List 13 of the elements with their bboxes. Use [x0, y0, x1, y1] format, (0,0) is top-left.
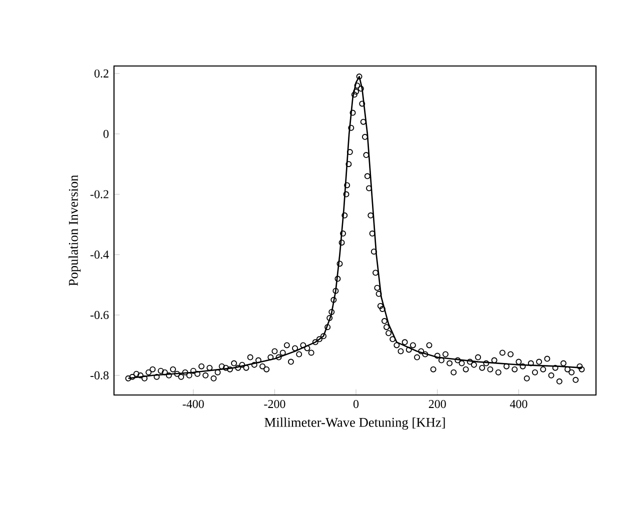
x-tick-label: -400 — [182, 400, 204, 408]
y-tick-label: 0.2 — [94, 69, 108, 78]
x-tick-label: 400 — [510, 400, 528, 408]
x-axis-title: Millimeter-Wave Detuning [KHz] — [264, 417, 445, 430]
x-tick-label: 200 — [428, 400, 446, 408]
y-tick-label: -0.4 — [90, 250, 109, 259]
x-tick-label: 0 — [353, 400, 359, 408]
x-tick-label: -200 — [264, 400, 286, 408]
y-tick-label: -0.8 — [90, 371, 109, 380]
y-tick-label: -0.2 — [90, 190, 108, 198]
y-axis-title: Population Inversion — [68, 174, 81, 286]
y-tick-label: -0.6 — [90, 310, 109, 320]
y-tick-label: 0 — [103, 130, 109, 138]
